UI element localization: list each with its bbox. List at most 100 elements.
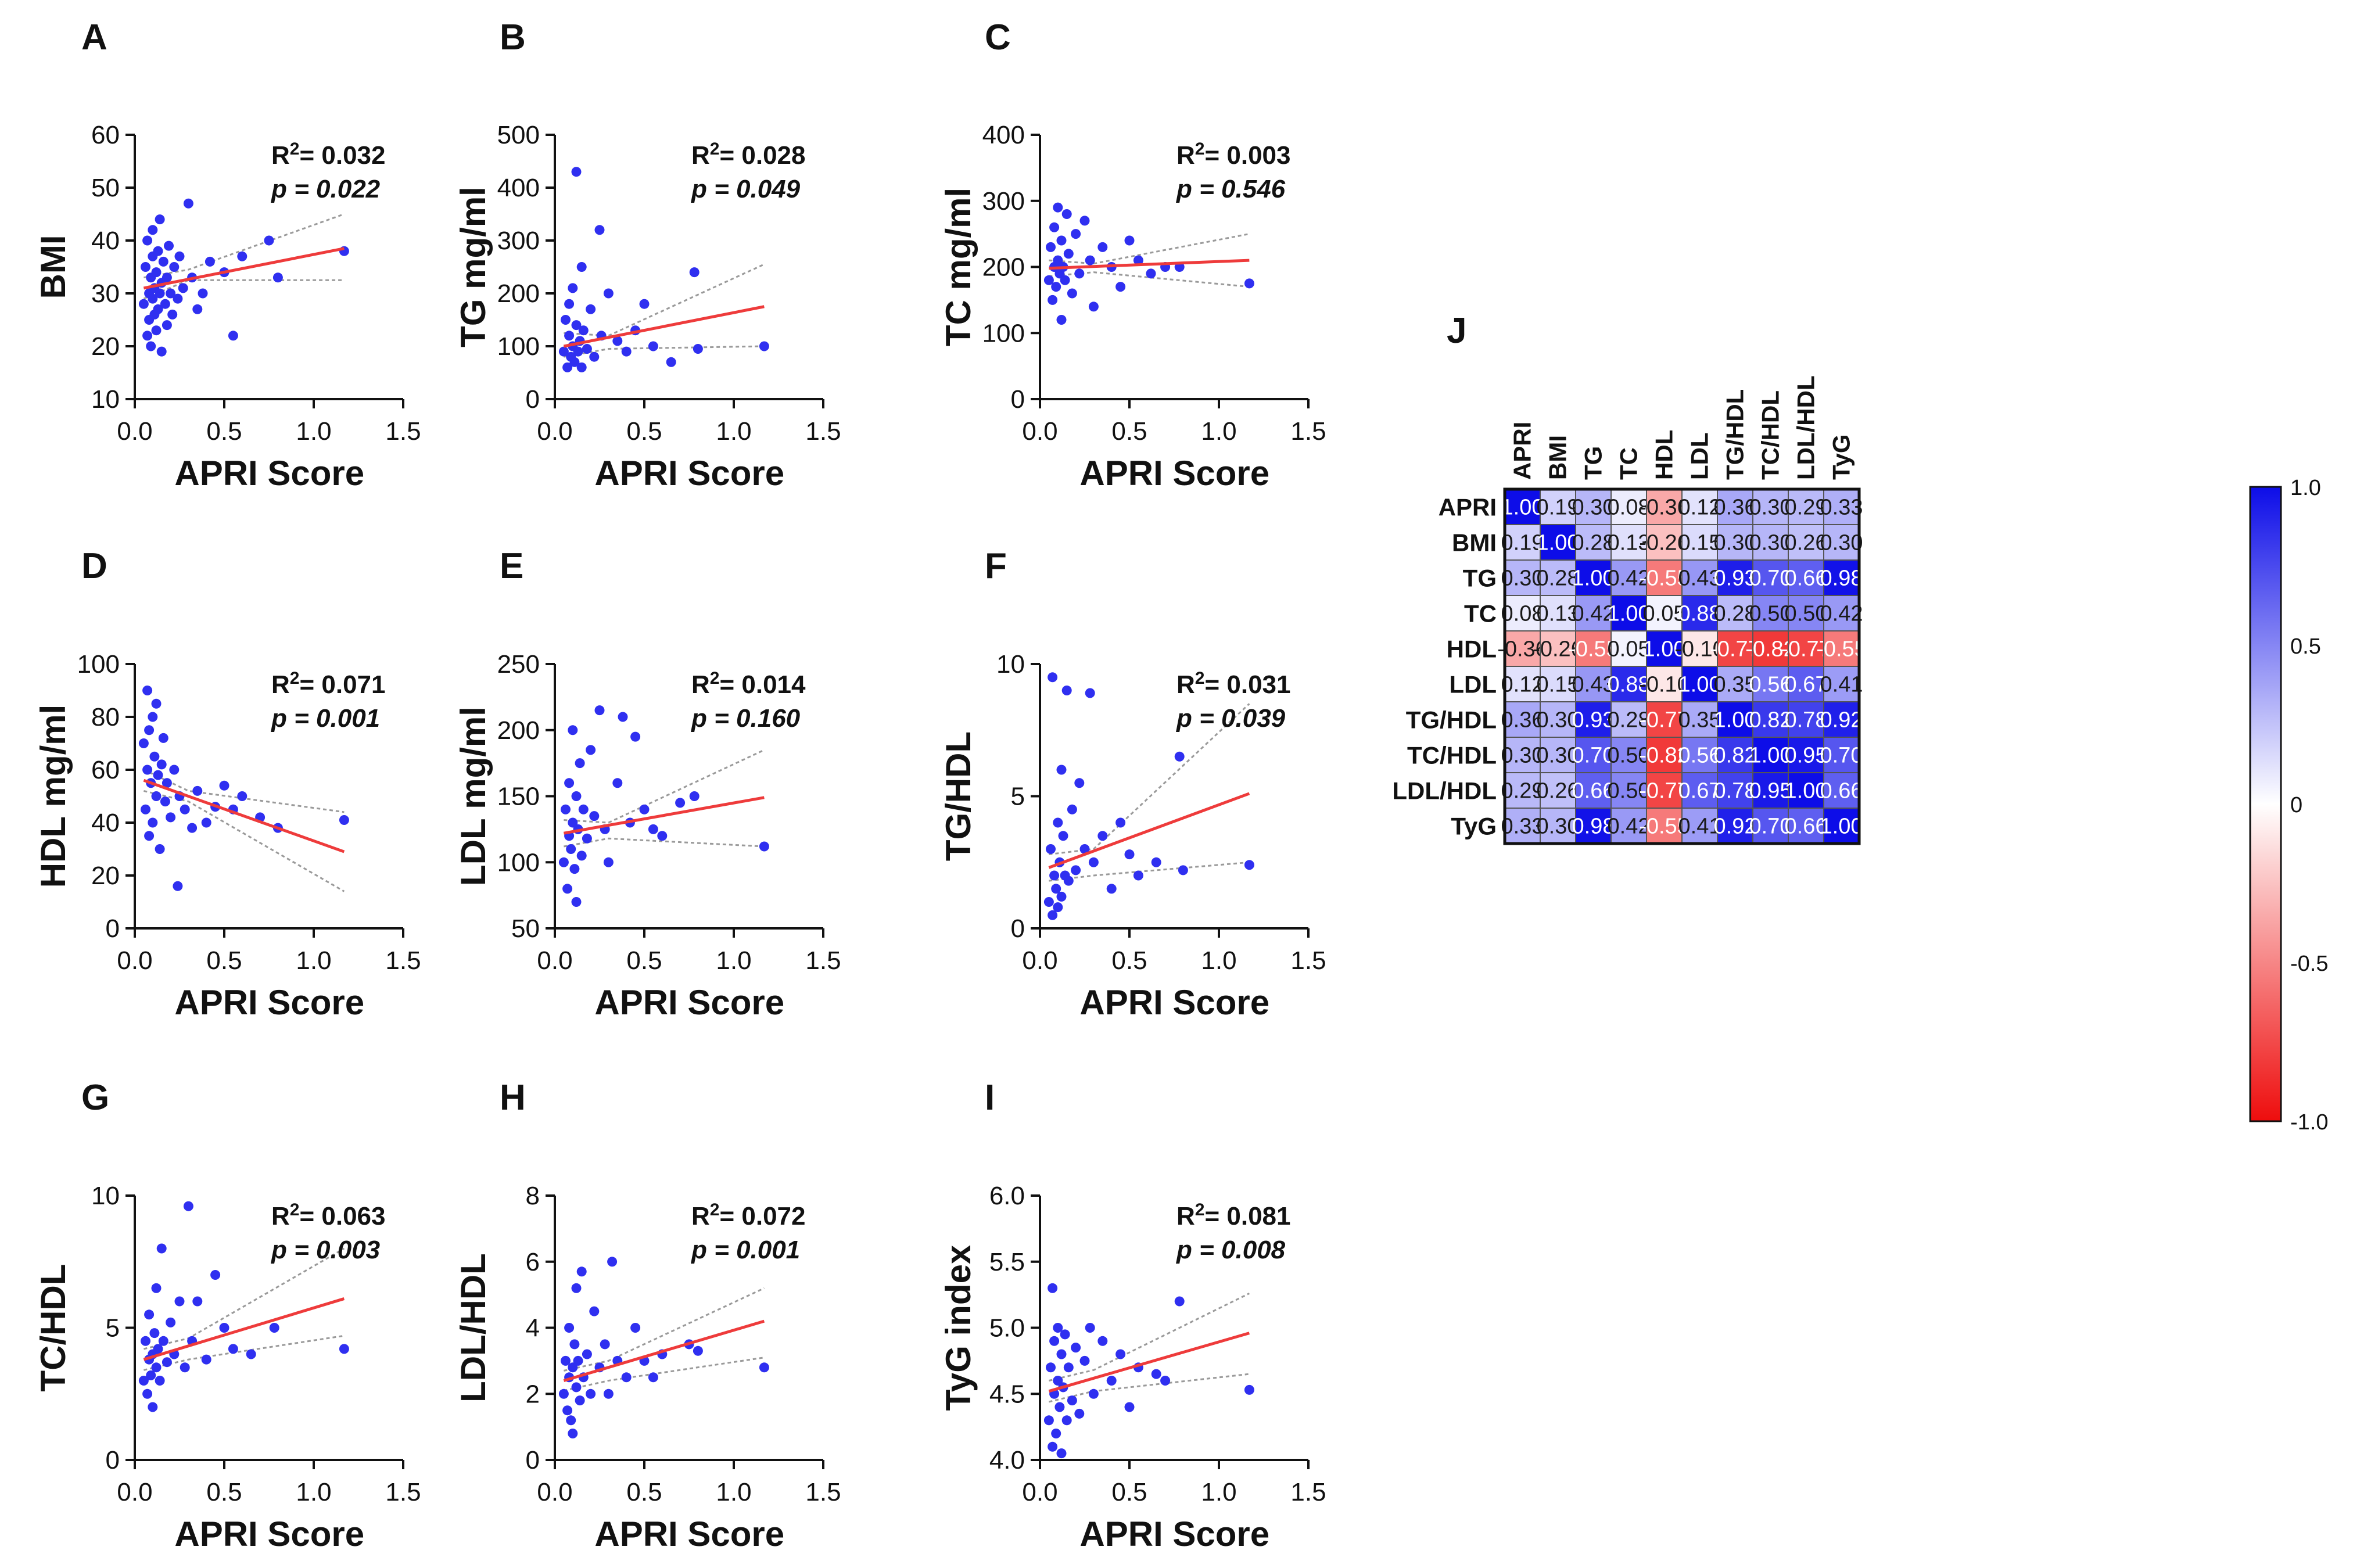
data-point [142, 235, 153, 246]
heatmap-cell [1752, 559, 1789, 596]
heatmap-cell [1504, 737, 1541, 773]
data-point [607, 1257, 618, 1267]
y-axis-title: TC/HDL [34, 1264, 73, 1392]
heatmap-cell [1823, 630, 1860, 667]
data-point [339, 815, 349, 825]
data-point [1048, 295, 1058, 305]
x-tick-label: 0.0 [117, 417, 152, 446]
y-axis-title: LDL/HDL [454, 1253, 493, 1402]
data-point [1067, 804, 1077, 815]
heatmap-value: 0.15 [1678, 531, 1721, 555]
data-point [138, 1376, 149, 1386]
data-point [142, 1388, 153, 1399]
data-point [1053, 1376, 1063, 1386]
heatmap-row-label: TG [1463, 565, 1497, 592]
data-point [151, 267, 162, 278]
r-squared-label: R2= 0.014 [691, 669, 806, 699]
data-point [589, 351, 600, 362]
data-point [1088, 302, 1099, 312]
r-squared-value: = 0.003 [1204, 141, 1290, 170]
x-tick-label: 0.0 [537, 417, 572, 446]
panel-letter: F [985, 546, 1007, 586]
y-tick-label: 300 [497, 227, 540, 255]
data-point [1097, 831, 1108, 841]
p-value-label: p = 0.546 [1176, 175, 1286, 203]
data-point [576, 1266, 587, 1277]
data-point [169, 765, 180, 775]
heatmap-value: 1.00 [1608, 602, 1651, 626]
heatmap-cell [1610, 701, 1647, 738]
data-point [149, 1328, 160, 1339]
panel-D: D 0 20 40 60 80 100 0.0 0.5 1.0 1.5 APRI Score HDL m… [34, 546, 421, 1022]
x-tick-label: 1.5 [1290, 946, 1326, 975]
x-tick-label: 0.0 [1022, 1478, 1057, 1506]
y-tick-label: 80 [91, 703, 120, 731]
x-tick-label: 1.0 [716, 946, 751, 975]
data-point [1124, 235, 1135, 246]
panel-J: J1.000.190.300.08-0.360.120.360.300.290.… [1392, 311, 2328, 1135]
data-point [155, 844, 165, 854]
data-point [568, 1429, 578, 1438]
data-point [1056, 1448, 1067, 1459]
data-point [568, 725, 578, 735]
data-point [144, 831, 155, 841]
p-value-label: p = 0.160 [691, 704, 801, 733]
regression-line [143, 778, 345, 853]
x-tick-label: 1.0 [1201, 1478, 1236, 1506]
data-point [1244, 860, 1254, 870]
data-point [141, 262, 150, 272]
heatmap-cell [1717, 666, 1753, 702]
data-point [1079, 844, 1090, 854]
y-tick-label: 5 [106, 1314, 120, 1343]
r-squared-value: = 0.031 [1204, 670, 1290, 699]
heatmap-cell [1540, 701, 1576, 738]
data-point [141, 804, 150, 815]
data-point [183, 198, 193, 209]
panel-B: B 0 100 200 300 400 500 0.0 0.5 1.0 1.5 APRI Score T… [454, 17, 841, 493]
y-tick-label: 200 [497, 279, 540, 308]
data-point [582, 833, 592, 844]
x-tick-label: 0.0 [117, 946, 152, 975]
panel-letter: J [1447, 311, 1466, 351]
x-tick-label: 0.5 [626, 417, 662, 446]
heatmap-col-label: HDL [1651, 430, 1678, 480]
ci-lower-line [1049, 1373, 1250, 1403]
y-tick-label: 0 [526, 385, 540, 414]
ci-upper-line [143, 769, 345, 813]
heatmap-cell [1823, 701, 1860, 738]
data-point [198, 288, 208, 299]
data-point [1043, 897, 1054, 907]
heatmap-cell [1646, 559, 1683, 596]
heatmap-value: -0.55 [1639, 815, 1690, 839]
data-point [237, 791, 247, 801]
heatmap-cell [1681, 737, 1718, 773]
data-point [571, 1283, 582, 1293]
x-tick-label: 0.5 [1111, 946, 1147, 975]
regression-line [1049, 259, 1250, 270]
data-point [630, 731, 641, 742]
data-point [1071, 865, 1081, 876]
heatmap-value: 0.41 [1820, 673, 1863, 697]
heatmap-cell [1540, 772, 1576, 809]
heatmap-row-label: TyG [1451, 813, 1497, 840]
y-tick-label: 20 [91, 862, 120, 890]
heatmap-value: 0.30 [1501, 744, 1544, 768]
data-point [166, 288, 176, 299]
data-point [1046, 844, 1056, 854]
heatmap-value: 0.33 [1501, 815, 1544, 839]
x-tick-label: 0.0 [537, 946, 572, 975]
data-point [339, 246, 349, 256]
data-point [594, 705, 605, 716]
data-point [621, 1372, 632, 1383]
heatmap-cell [1681, 524, 1718, 561]
heatmap-value: 0.36 [1714, 496, 1757, 520]
p-value-label: p = 0.049 [691, 175, 801, 203]
y-tick-label: 400 [982, 121, 1025, 149]
heatmap-value: 0.50 [1785, 602, 1828, 626]
heatmap-value: 0.43 [1678, 566, 1721, 591]
data-point [272, 272, 283, 283]
y-tick-label: 6 [526, 1248, 540, 1276]
x-tick-label: 1.0 [1201, 417, 1236, 446]
y-tick-label: 10 [91, 1182, 120, 1210]
heatmap-value: 0.50 [1749, 602, 1792, 626]
